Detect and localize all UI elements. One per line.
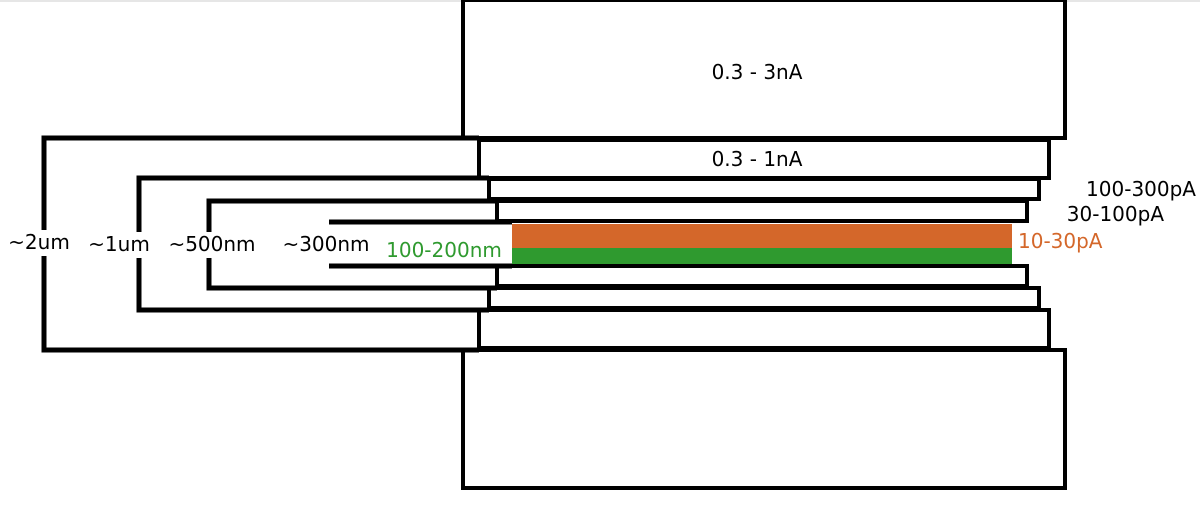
layer-2-top <box>487 177 1041 201</box>
layer-3-bottom <box>495 264 1029 288</box>
layer-4-orange-band <box>512 224 1012 248</box>
top-block <box>461 0 1067 140</box>
label-gap-2um <box>2 230 76 256</box>
label-gap-500nm <box>160 232 264 258</box>
layer-3-top <box>495 199 1029 223</box>
layer-2-bottom <box>487 286 1041 310</box>
label-current-0.3-3nA: 0.3 - 3nA <box>712 60 803 84</box>
label-current-0.3-1nA: 0.3 - 1nA <box>712 147 803 171</box>
label-current-30-100pA: 30-100pA <box>1067 202 1165 226</box>
label-current-10-30pA: 10-30pA <box>1018 229 1103 253</box>
label-gap-1um <box>82 232 156 258</box>
layer-1-top <box>477 138 1051 180</box>
label-width-300nm: ~300nm <box>282 232 369 256</box>
label-width-2um: ~2um <box>8 230 70 254</box>
innermost-green-band <box>512 248 1012 264</box>
label-width-100-200nm: 100-200nm <box>386 238 502 262</box>
label-width-500nm: ~500nm <box>168 232 255 256</box>
label-width-1um: ~1um <box>88 232 150 256</box>
bottom-block <box>461 348 1067 490</box>
layer-1-bottom <box>477 308 1051 350</box>
label-current-100-300pA: 100-300pA <box>1086 177 1196 201</box>
